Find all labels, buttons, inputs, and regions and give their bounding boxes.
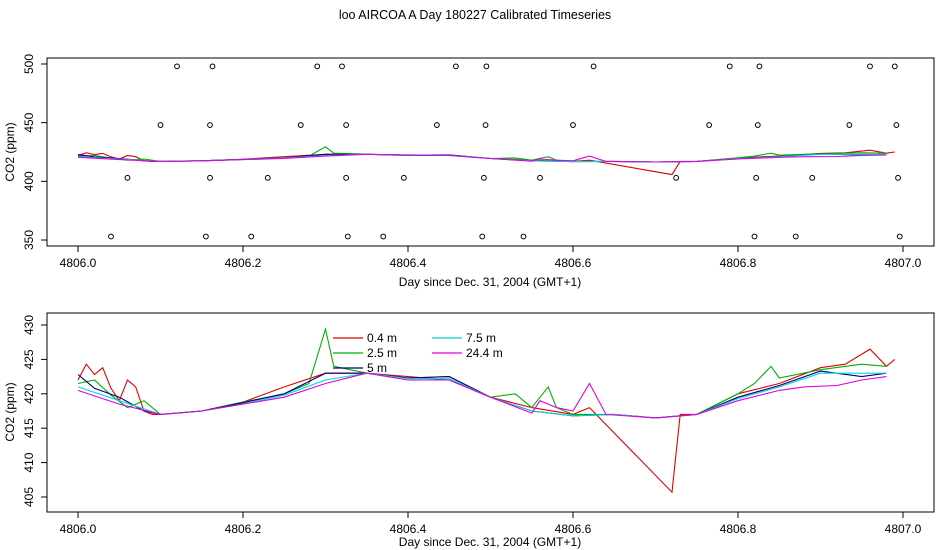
top-scatter-point <box>891 63 898 70</box>
top-y-axis: 350 400 450 500 <box>22 54 48 250</box>
top-x-tick-label: 4807.0 <box>885 256 922 270</box>
top-scatter-point <box>479 233 486 240</box>
top-scatter-point <box>570 122 576 128</box>
top-scatter-point <box>297 122 304 128</box>
bottom-y-tick-label: 415 <box>22 418 36 438</box>
bottom-series-24_4_m <box>77 372 887 419</box>
top-scatter-point <box>207 174 213 181</box>
top-scatter-point <box>754 122 761 128</box>
top-y-axis-label: CO2 (ppm) <box>3 122 17 181</box>
top-scatter-point <box>207 122 213 128</box>
legend-label: 24.4 m <box>466 346 503 360</box>
bottom-x-axis-label: Day since Dec. 31, 2004 (GMT+1) <box>399 535 581 549</box>
top-scatter-point <box>896 233 903 240</box>
top-scatter-point <box>809 174 816 181</box>
top-x-tick-label: 4806.6 <box>555 256 592 270</box>
bottom-y-tick-label: 425 <box>22 349 36 369</box>
bottom-x-tick-label: 4806.0 <box>60 522 97 536</box>
top-y-tick-label: 450 <box>22 112 36 132</box>
top-scatter-point <box>157 122 164 128</box>
bottom-y-axis-label: CO2 (ppm) <box>3 382 17 441</box>
top-scatter-point <box>343 174 350 181</box>
top-scatter-point <box>343 122 350 128</box>
top-scatter-point <box>108 233 114 240</box>
top-x-axis: 4806.0 4806.2 4806.4 4806.6 4806.8 4807.0 <box>60 245 922 270</box>
top-scatter-point <box>314 63 321 70</box>
top-scatter-point <box>124 174 131 181</box>
top-scatter-point <box>756 63 763 70</box>
legend: 0.4 m2.5 m5 m 7.5 m24.4 m <box>333 331 503 375</box>
bottom-x-tick-label: 4806.8 <box>720 522 757 536</box>
bottom-panel: 4806.0 4806.2 4806.4 4806.6 4806.8 4807.0 405… <box>3 312 935 549</box>
top-scatter-point <box>520 233 527 240</box>
top-x-tick-label: 4806.8 <box>720 256 757 270</box>
bottom-x-axis: 4806.0 4806.2 4806.4 4806.6 4806.8 4807.0 <box>60 511 922 536</box>
bottom-series-lines <box>77 326 896 494</box>
top-scatter-point <box>209 63 216 70</box>
top-x-tick-label: 4806.0 <box>60 256 97 270</box>
legend-label: 0.4 m <box>367 331 397 345</box>
top-scatter-point <box>433 122 440 128</box>
top-scatter-point <box>248 233 255 240</box>
top-scatter-point <box>751 233 758 240</box>
top-scatter-point <box>481 174 487 181</box>
legend-label: 2.5 m <box>367 346 397 360</box>
top-y-tick-label: 350 <box>22 230 36 250</box>
bottom-x-tick-label: 4806.2 <box>225 522 262 536</box>
top-scatter-point <box>706 122 713 128</box>
top-scatter-point <box>846 122 853 128</box>
bottom-y-tick-label: 430 <box>22 315 36 335</box>
bottom-x-tick-label: 4807.0 <box>885 522 922 536</box>
top-x-tick-label: 4806.4 <box>390 256 427 270</box>
top-scatter-point <box>673 174 680 181</box>
top-scatter-point <box>482 122 489 128</box>
bottom-y-tick-label: 405 <box>22 487 36 507</box>
top-scatter-point <box>400 174 407 181</box>
top-scatter-point <box>867 63 873 70</box>
top-x-tick-label: 4806.2 <box>225 256 262 270</box>
top-plot-frame <box>46 57 935 247</box>
top-scatter-point <box>753 174 760 181</box>
top-scatter-point <box>174 63 180 70</box>
legend-label: 7.5 m <box>466 331 496 345</box>
top-panel: 4806.0 4806.2 4806.4 4806.6 4806.8 4807.0 350… <box>3 54 935 289</box>
page-title: loo AIRCOA A Day 180227 Calibrated Times… <box>338 8 612 22</box>
bottom-y-axis: 405 410 415 420 425 430 <box>22 315 48 507</box>
top-scatter-point <box>792 233 799 240</box>
top-scatter-point <box>380 233 387 240</box>
top-scatter-point <box>483 63 490 70</box>
top-scatter-point <box>452 63 459 70</box>
top-series-2_5_m <box>77 146 887 163</box>
bottom-y-tick-label: 420 <box>22 383 36 403</box>
top-scatter-point <box>202 233 209 240</box>
legend-label: 5 m <box>367 361 387 375</box>
bottom-x-tick-label: 4806.6 <box>555 522 592 536</box>
top-x-axis-label: Day since Dec. 31, 2004 (GMT+1) <box>399 275 581 289</box>
bottom-series-0_4_m <box>77 348 896 494</box>
top-scatter-point <box>893 122 900 128</box>
top-scatter-point <box>264 174 271 181</box>
top-y-tick-label: 400 <box>22 171 36 191</box>
top-y-tick-label: 500 <box>22 54 36 74</box>
top-series-lines <box>77 146 895 176</box>
top-scatter-point <box>895 174 901 181</box>
top-series-24_4_m <box>77 153 887 163</box>
top-scatter-point <box>726 63 733 70</box>
top-scatter-point <box>344 233 351 240</box>
top-scatter-point <box>590 63 597 70</box>
bottom-y-tick-label: 410 <box>22 452 36 472</box>
top-scatter-points <box>108 63 903 240</box>
bottom-x-tick-label: 4806.4 <box>390 522 427 536</box>
top-scatter-point <box>537 174 543 181</box>
top-scatter-point <box>339 63 345 70</box>
